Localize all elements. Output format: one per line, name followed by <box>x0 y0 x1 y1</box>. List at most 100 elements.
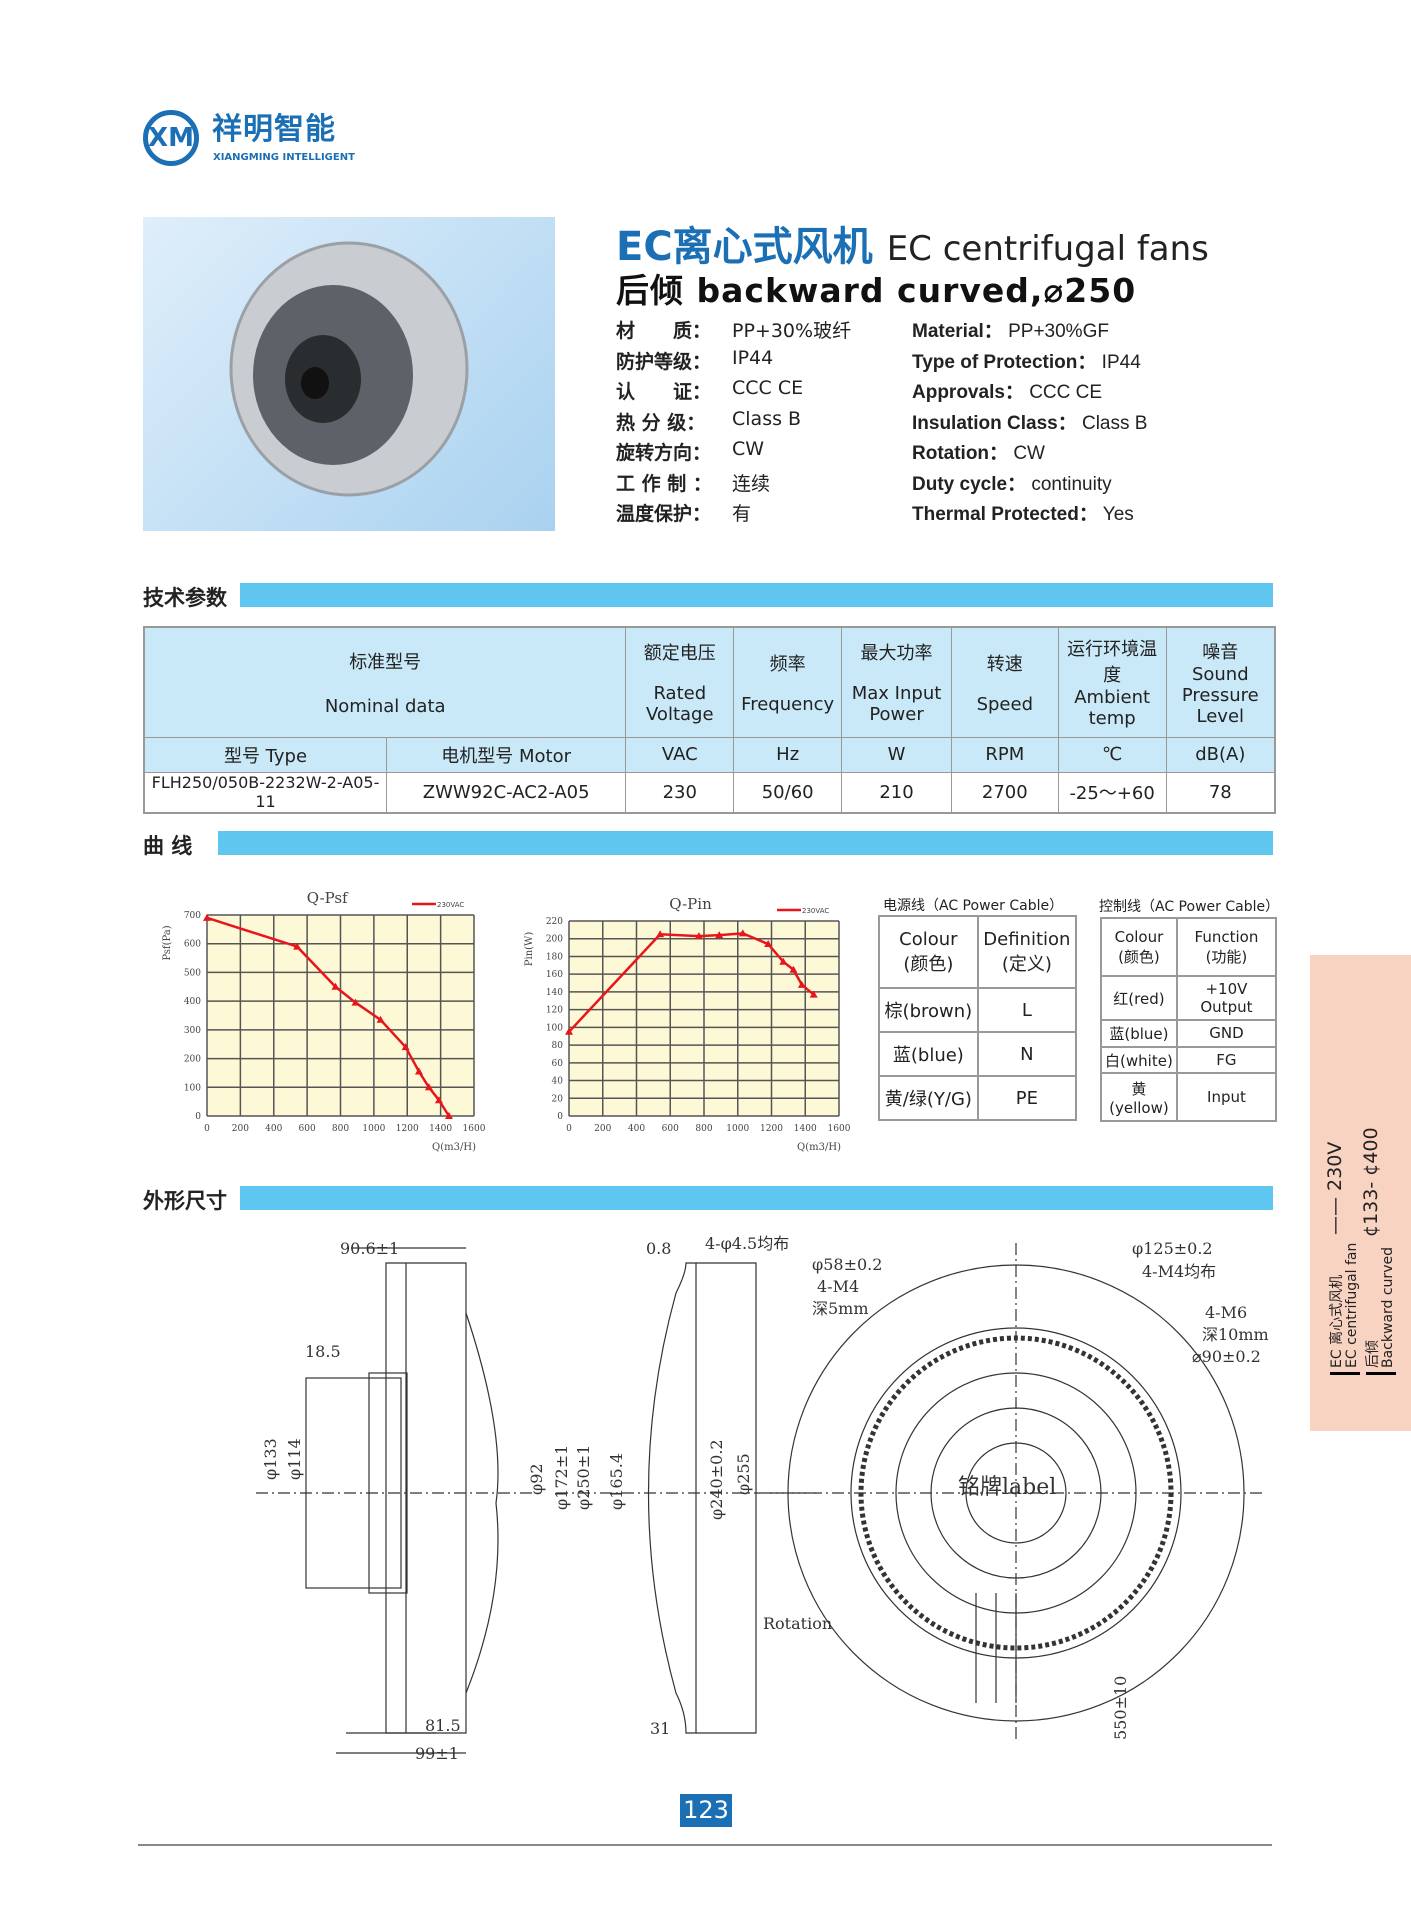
dimension-d3: φ133 <box>261 1438 280 1480</box>
cable-cell: 白(white) <box>1100 1045 1178 1075</box>
y-tick-label: 160 <box>546 970 563 980</box>
y-axis-label: Psf(Pa) <box>162 925 173 960</box>
spec-cn-value: PP+30%玻纤 <box>732 320 852 342</box>
spec-cn-row: 认 证： <box>616 381 712 403</box>
data-point <box>797 980 806 988</box>
cable-cell: N <box>976 1031 1078 1077</box>
y-tick-label: 100 <box>546 1023 563 1033</box>
page-title: EC离心式风机 EC centrifugal fans <box>616 214 1209 272</box>
dimension-d2: 18.5 <box>305 1342 341 1361</box>
dimension-d13: φ240±0.2 <box>707 1439 726 1520</box>
dimension-d10: 0.8 <box>646 1239 672 1258</box>
section-dims-label: 外形尺寸 <box>143 1189 227 1213</box>
x-tick-label: 800 <box>695 1124 712 1134</box>
x-tick-label: 1400 <box>794 1124 817 1134</box>
spec-cn-value: CCC CE <box>732 377 804 399</box>
unit: RPM <box>950 736 1059 773</box>
header-temp: 运行环境温度 Ambient temp <box>1057 626 1167 738</box>
data-point <box>789 965 798 973</box>
dimension-d7: φ250±1 <box>574 1444 593 1510</box>
x-tick-label: 600 <box>662 1124 679 1134</box>
y-tick-label: 220 <box>546 917 563 927</box>
side-tab-voltage: —— 230V <box>1324 1141 1346 1235</box>
legend-label: 230VAC <box>802 907 829 915</box>
unit: W <box>841 736 952 773</box>
spec-en-row: Duty cycle： continuity <box>912 473 1112 495</box>
dimension-d11: 4-φ4.5均布 <box>705 1234 790 1253</box>
dimension-d18: 深5mm <box>812 1299 869 1318</box>
chart-q-psf: 0 200 400 600 800 1000 1200 1400 1600 0 100 200 300 4… <box>162 889 486 1153</box>
x-tick-label: 400 <box>265 1124 282 1134</box>
data-point <box>203 913 211 921</box>
dimension-label: 铭牌label <box>958 1475 1057 1500</box>
section-tech-label: 技术参数 <box>143 586 227 610</box>
data-point <box>351 998 360 1006</box>
spec-en-row: Insulation Class： Class B <box>912 412 1148 434</box>
x-tick-label: 1000 <box>726 1124 749 1134</box>
legend-label: 230VAC <box>437 901 464 909</box>
cell: -25～+60 <box>1057 771 1167 814</box>
data-point <box>401 1043 410 1051</box>
y-tick-label: 120 <box>546 1006 563 1016</box>
y-tick-label: 400 <box>184 997 201 1007</box>
logo-icon: XM <box>143 110 199 166</box>
dimension-d22: 深10mm <box>1202 1325 1269 1344</box>
x-tick-label: 600 <box>299 1124 316 1134</box>
x-tick-label: 0 <box>566 1124 572 1134</box>
x-axis-label: Q(m3/H) <box>432 1142 476 1153</box>
cell: 2700 <box>950 771 1059 814</box>
cable-cell: 红(red) <box>1100 974 1178 1022</box>
dimension-rotation: Rotation <box>763 1614 833 1633</box>
power-cable-table: Colour (颜色) Definition (定义) 棕(brown) L 蓝(blu… <box>878 915 1078 1121</box>
section-dims-bar <box>240 1186 1273 1210</box>
cable-header: Colour (颜色) <box>878 915 979 989</box>
dimension-d5: φ92 <box>527 1463 546 1495</box>
x-tick-label: 0 <box>204 1124 210 1134</box>
data-point <box>715 931 724 939</box>
spec-cn-value: CW <box>732 438 765 460</box>
dimension-d4: φ114 <box>285 1438 304 1480</box>
spec-cn-value: 有 <box>732 503 752 525</box>
data-point <box>694 932 703 940</box>
unit: Hz <box>733 736 843 773</box>
motor-label: 电机型号 Motor <box>385 736 627 773</box>
x-tick-label: 1600 <box>828 1124 851 1134</box>
x-tick-label: 1200 <box>396 1124 419 1134</box>
footer-divider <box>138 1844 1272 1846</box>
header-noise: 噪音 Sound Pressure Level <box>1165 626 1276 738</box>
section-curves-label: 曲 线 <box>143 834 193 858</box>
type-value: FLH250/050B-2232W-2-A05-11 <box>143 771 387 814</box>
dimension-drawing <box>256 1243 1266 1754</box>
chart-title: Q-Pin <box>669 895 712 913</box>
cable-cell: FG <box>1175 1045 1278 1075</box>
title-cn: EC离心式风机 <box>616 224 873 270</box>
type-label: 型号 Type <box>143 736 387 773</box>
dimension-d20: 4-M4均布 <box>1142 1262 1217 1281</box>
y-tick-label: 200 <box>546 935 563 945</box>
y-tick-label: 100 <box>184 1083 201 1093</box>
header-voltage: 额定电压 Rated Voltage <box>625 626 735 738</box>
spec-en-row: Approvals： CCC CE <box>912 382 1103 403</box>
cable-cell: 蓝(blue) <box>1100 1019 1178 1048</box>
y-tick-label: 300 <box>184 1026 201 1036</box>
data-point <box>764 940 773 948</box>
y-tick-label: 40 <box>552 1077 564 1087</box>
y-tick-label: 0 <box>557 1112 563 1122</box>
cable-cell: 黄(yellow) <box>1100 1072 1178 1122</box>
spec-en-row: Type of Protection： IP44 <box>912 351 1141 373</box>
unit: VAC <box>625 736 735 773</box>
cell: 210 <box>841 771 952 814</box>
brand-name: 祥明智能 <box>212 112 336 147</box>
series-line <box>206 916 451 1117</box>
title-en: EC centrifugal fans <box>886 229 1209 269</box>
dimension-d24: 550±10 <box>1111 1675 1130 1740</box>
data-point <box>414 1067 423 1075</box>
data-point <box>376 1015 385 1023</box>
dimension-d12: φ165.4 <box>607 1452 626 1510</box>
data-point <box>565 1027 573 1035</box>
side-tab-range: ¢133- ¢400 <box>1360 1127 1382 1237</box>
dimension-d21: 4-M6 <box>1205 1303 1248 1322</box>
unit: ℃ <box>1057 736 1167 773</box>
brand-name-en: XIANGMING INTELLIGENT <box>213 152 355 163</box>
spec-cn-row: 温度保护： <box>616 503 712 525</box>
